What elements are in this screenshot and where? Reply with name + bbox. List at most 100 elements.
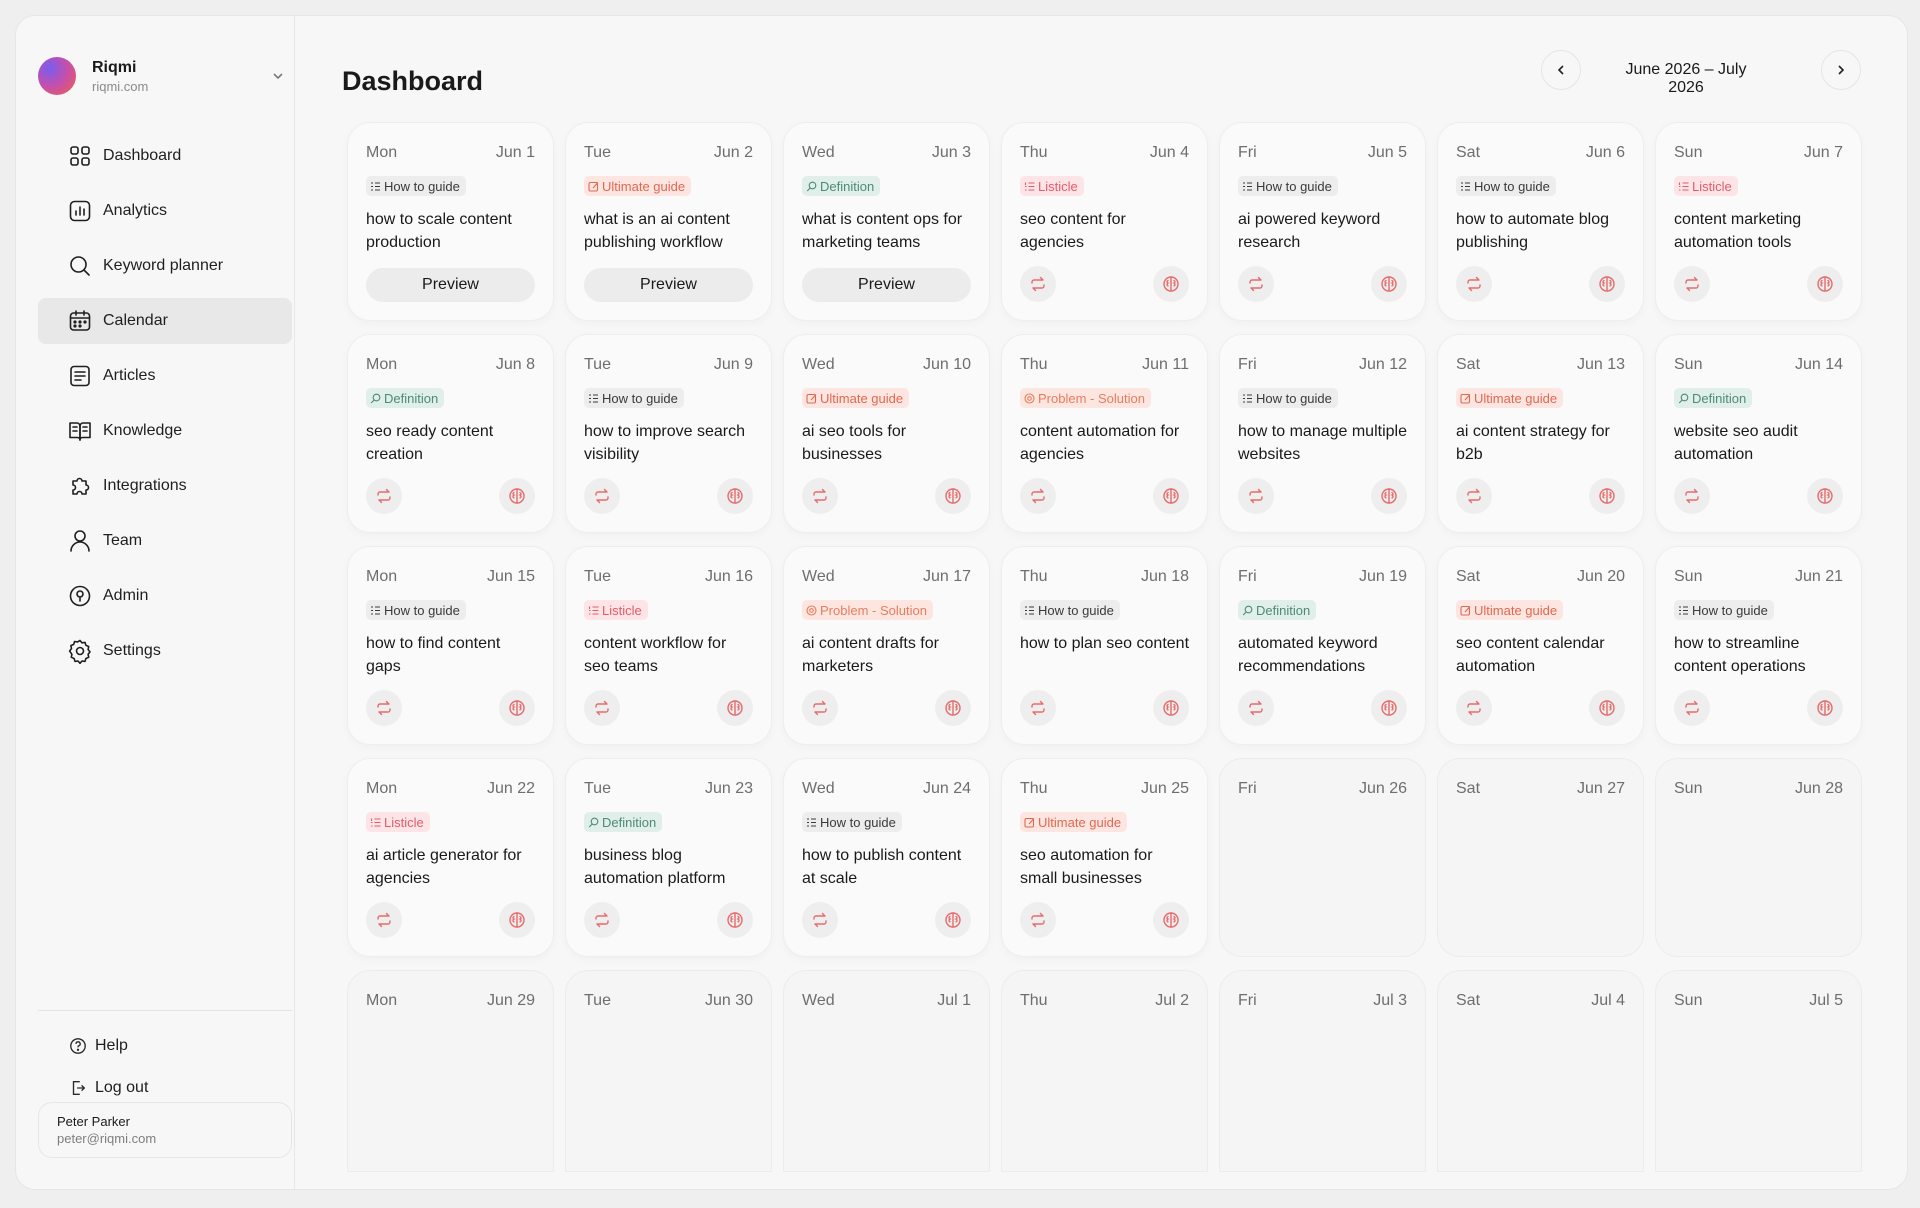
article-title[interactable]: ai article generator for agencies [366, 846, 522, 887]
sidebar-item-integrations[interactable]: Integrations [38, 463, 292, 509]
article-title[interactable]: content marketing automation tools [1674, 210, 1802, 251]
ai-brain-button[interactable] [935, 478, 971, 514]
calendar-day[interactable]: Sat Jun 27 [1438, 759, 1643, 956]
calendar-day[interactable]: Fri Jun 26 [1220, 759, 1425, 956]
preview-button[interactable]: Preview [584, 268, 753, 302]
ai-brain-button[interactable] [1589, 478, 1625, 514]
article-title[interactable]: seo automation for small businesses [1020, 846, 1153, 887]
ai-brain-button[interactable] [717, 902, 753, 938]
preview-button[interactable]: Preview [366, 268, 535, 302]
calendar-day[interactable]: Tue Jun 30 [566, 971, 771, 1171]
regenerate-button[interactable] [1238, 690, 1274, 726]
regenerate-button[interactable] [802, 902, 838, 938]
preview-button[interactable]: Preview [802, 268, 971, 302]
calendar-day[interactable]: Sat Jun 13 Ultimate guide ai content strate… [1438, 335, 1643, 532]
calendar-day[interactable]: Sun Jun 14 Definition website seo audit aut… [1656, 335, 1861, 532]
regenerate-button[interactable] [1456, 266, 1492, 302]
help-link[interactable]: Help [38, 1031, 292, 1061]
article-title[interactable]: what is an ai content publishing workflo… [584, 210, 730, 251]
ai-brain-button[interactable] [935, 902, 971, 938]
ai-brain-button[interactable] [935, 690, 971, 726]
calendar-day[interactable]: Mon Jun 8 Definition seo ready content crea… [348, 335, 553, 532]
next-month-button[interactable] [1821, 50, 1861, 90]
regenerate-button[interactable] [1020, 690, 1056, 726]
sidebar-item-settings[interactable]: Settings [38, 628, 292, 674]
regenerate-button[interactable] [1456, 478, 1492, 514]
regenerate-button[interactable] [584, 478, 620, 514]
calendar-day[interactable]: Sat Jun 20 Ultimate guide seo content calen… [1438, 547, 1643, 744]
calendar-day[interactable]: Wed Jun 17 Problem - Solution ai content dr… [784, 547, 989, 744]
regenerate-button[interactable] [1020, 266, 1056, 302]
article-title[interactable]: content workflow for seo teams [584, 634, 727, 675]
article-title[interactable]: ai content strategy for b2b [1456, 422, 1610, 463]
article-title[interactable]: how to improve search visibility [584, 422, 745, 463]
calendar-day[interactable]: Tue Jun 23 Definition business blog automat… [566, 759, 771, 956]
ai-brain-button[interactable] [1153, 902, 1189, 938]
calendar-day[interactable]: Mon Jun 29 [348, 971, 553, 1171]
calendar-day[interactable]: Fri Jun 19 Definition automated keyword rec… [1220, 547, 1425, 744]
sidebar-item-admin[interactable]: Admin [38, 573, 292, 619]
ai-brain-button[interactable] [1807, 690, 1843, 726]
calendar-day[interactable]: Tue Jun 16 Listicle content workflow for se… [566, 547, 771, 744]
article-title[interactable]: how to manage multiple websites [1238, 422, 1407, 463]
ai-brain-button[interactable] [499, 902, 535, 938]
regenerate-button[interactable] [1238, 266, 1274, 302]
calendar-day[interactable]: Wed Jul 1 [784, 971, 989, 1171]
article-title[interactable]: automated keyword recommendations [1238, 634, 1378, 675]
calendar-day[interactable]: Sat Jun 6 How to guide how to automate blog… [1438, 123, 1643, 320]
calendar-day[interactable]: Wed Jun 10 Ultimate guide ai seo tools for … [784, 335, 989, 532]
sidebar-item-dashboard[interactable]: Dashboard [38, 133, 292, 179]
ai-brain-button[interactable] [1589, 690, 1625, 726]
calendar-day[interactable]: Thu Jun 18 How to guide how to plan seo con… [1002, 547, 1207, 744]
ai-brain-button[interactable] [1371, 478, 1407, 514]
sidebar-item-team[interactable]: Team [38, 518, 292, 564]
regenerate-button[interactable] [584, 690, 620, 726]
article-title[interactable]: what is content ops for marketing teams [802, 210, 963, 251]
ai-brain-button[interactable] [1807, 266, 1843, 302]
calendar-day[interactable]: Sat Jul 4 [1438, 971, 1643, 1171]
calendar-day[interactable]: Thu Jun 4 Listicle seo content for agencies [1002, 123, 1207, 320]
sidebar-item-analytics[interactable]: Analytics [38, 188, 292, 234]
regenerate-button[interactable] [802, 478, 838, 514]
regenerate-button[interactable] [1674, 266, 1710, 302]
article-title[interactable]: how to plan seo content [1020, 634, 1190, 652]
regenerate-button[interactable] [1674, 690, 1710, 726]
calendar-day[interactable]: Mon Jun 15 How to guide how to find content… [348, 547, 553, 744]
ai-brain-button[interactable] [1153, 478, 1189, 514]
calendar-day[interactable]: Wed Jun 3 Definition what is content ops fo… [784, 123, 989, 320]
ai-brain-button[interactable] [717, 478, 753, 514]
workspace-switcher[interactable]: Riqmi riqmi.com [38, 50, 286, 102]
article-title[interactable]: seo content calendar automation [1456, 634, 1605, 675]
sidebar-item-calendar[interactable]: Calendar [38, 298, 292, 344]
calendar-day[interactable]: Tue Jun 2 Ultimate guide what is an ai cont… [566, 123, 771, 320]
user-card[interactable]: Peter Parker peter@riqmi.com [38, 1102, 292, 1158]
calendar-day[interactable]: Fri Jul 3 [1220, 971, 1425, 1171]
article-title[interactable]: website seo audit automation [1674, 422, 1798, 463]
article-title[interactable]: how to scale content production [366, 210, 512, 251]
calendar-day[interactable]: Wed Jun 24 How to guide how to publish cont… [784, 759, 989, 956]
regenerate-button[interactable] [366, 902, 402, 938]
regenerate-button[interactable] [366, 690, 402, 726]
calendar-day[interactable]: Mon Jun 22 Listicle ai article generator fo… [348, 759, 553, 956]
calendar-day[interactable]: Sun Jun 28 [1656, 759, 1861, 956]
prev-month-button[interactable] [1541, 50, 1581, 90]
article-title[interactable]: how to automate blog publishing [1456, 210, 1609, 251]
calendar-day[interactable]: Thu Jul 2 [1002, 971, 1207, 1171]
calendar-day[interactable]: Thu Jun 11 Problem - Solution content autom… [1002, 335, 1207, 532]
ai-brain-button[interactable] [1153, 690, 1189, 726]
calendar-day[interactable]: Mon Jun 1 How to guide how to scale content… [348, 123, 553, 320]
ai-brain-button[interactable] [1807, 478, 1843, 514]
ai-brain-button[interactable] [499, 690, 535, 726]
article-title[interactable]: how to publish content at scale [802, 846, 962, 887]
regenerate-button[interactable] [802, 690, 838, 726]
regenerate-button[interactable] [1674, 478, 1710, 514]
ai-brain-button[interactable] [1153, 266, 1189, 302]
ai-brain-button[interactable] [1371, 266, 1407, 302]
ai-brain-button[interactable] [717, 690, 753, 726]
regenerate-button[interactable] [366, 478, 402, 514]
calendar-day[interactable]: Sun Jun 7 Listicle content marketing automa… [1656, 123, 1861, 320]
regenerate-button[interactable] [1020, 478, 1056, 514]
sidebar-item-knowledge[interactable]: Knowledge [38, 408, 292, 454]
calendar-day[interactable]: Fri Jun 12 How to guide how to manage multi… [1220, 335, 1425, 532]
article-title[interactable]: content automation for agencies [1020, 422, 1180, 463]
